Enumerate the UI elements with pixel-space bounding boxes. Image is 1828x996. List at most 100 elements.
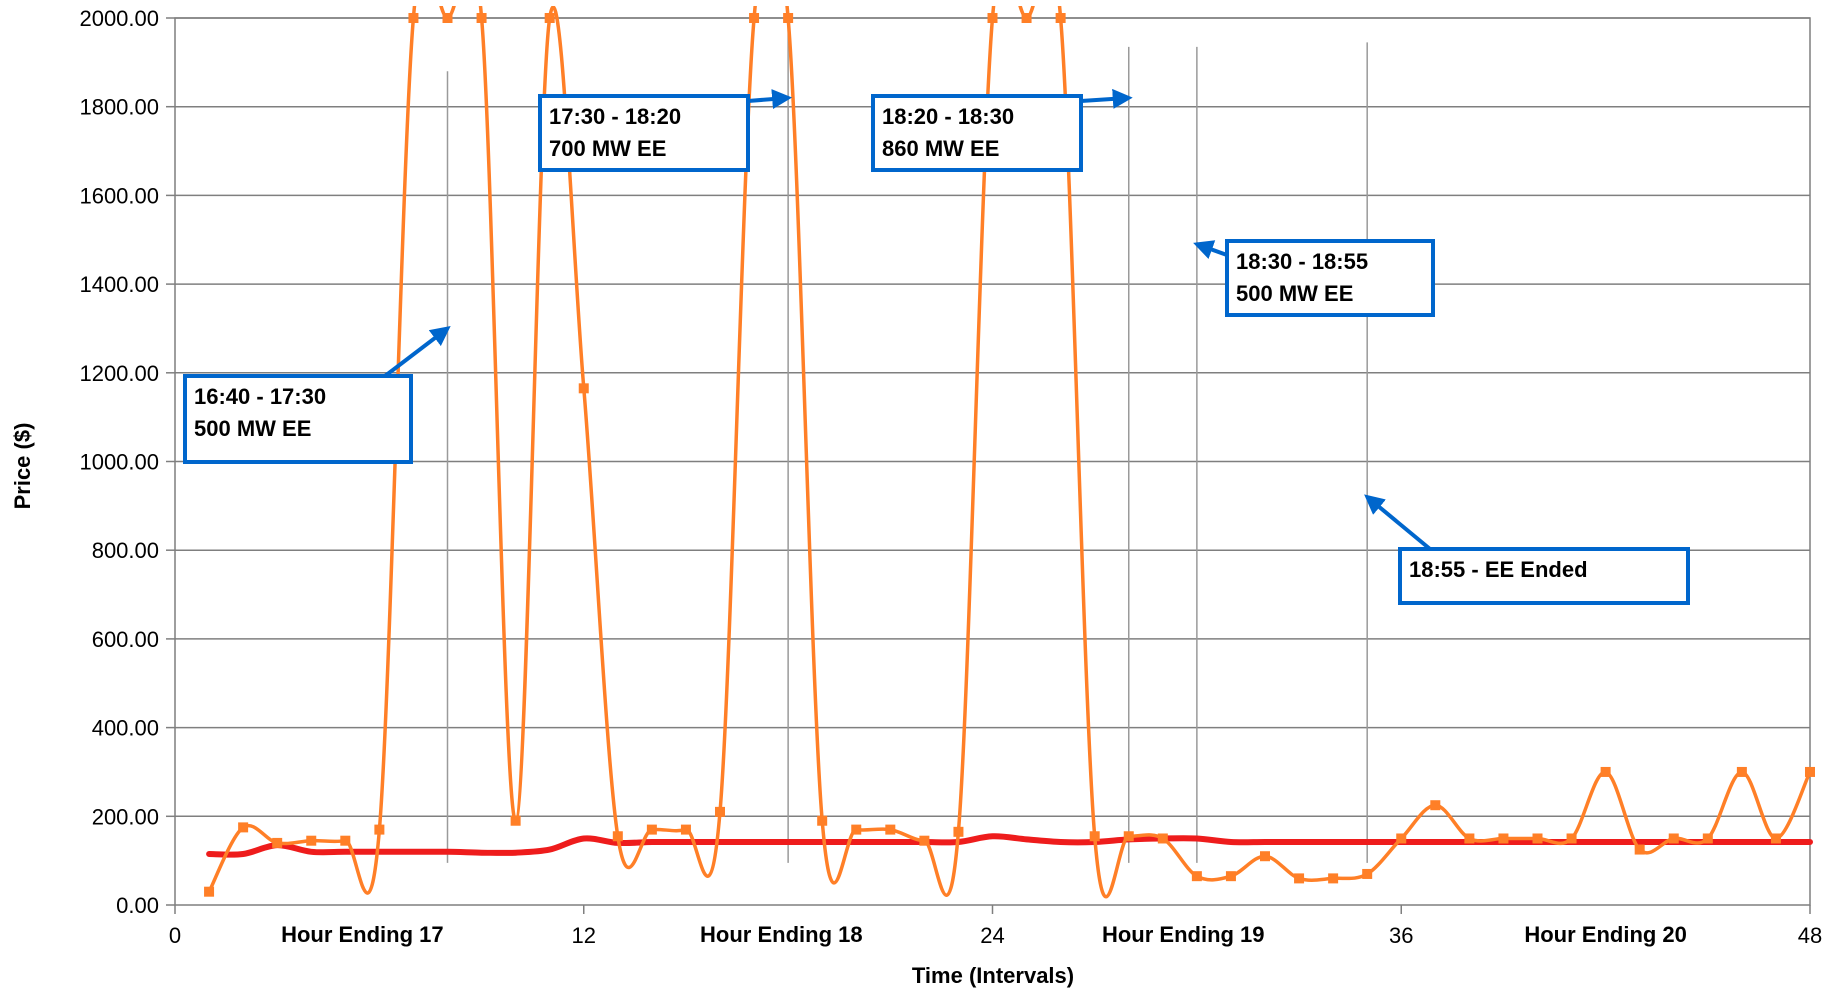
data-point: [1668, 833, 1679, 844]
annotation-text: 700 MW EE: [549, 136, 666, 161]
data-point: [1498, 833, 1509, 844]
data-point: [272, 837, 283, 848]
data-point: [1770, 833, 1781, 844]
data-point: [544, 13, 555, 23]
data-point: [1600, 766, 1611, 777]
y-tick-label: 0.00: [116, 893, 159, 918]
data-point: [1430, 800, 1441, 811]
data-point: [374, 824, 385, 835]
data-point: [885, 824, 896, 835]
y-tick-label: 1000.00: [79, 450, 159, 475]
data-point: [1157, 833, 1168, 844]
data-point: [1362, 868, 1373, 879]
data-point: [476, 13, 487, 23]
y-tick-label: 1800.00: [79, 95, 159, 120]
data-point: [408, 13, 419, 23]
data-point: [442, 13, 453, 23]
data-point: [817, 815, 828, 826]
data-point: [238, 822, 249, 833]
data-point: [1021, 13, 1032, 23]
data-point: [1396, 833, 1407, 844]
data-point: [1260, 851, 1270, 862]
annotation-callout: 16:40 - 17:30 500 MW EE: [183, 326, 451, 464]
x-axis-title: Time (Intervals): [912, 963, 1074, 988]
hour-ending-label: Hour Ending 20: [1524, 922, 1687, 947]
series-group: [204, 6, 1815, 899]
annotation-box: [1398, 547, 1690, 605]
data-point: [646, 824, 657, 835]
annotation-arrow: [383, 326, 451, 378]
data-point: [749, 13, 760, 23]
data-point: [1736, 766, 1747, 777]
data-point: [1055, 13, 1066, 23]
data-point: [340, 835, 351, 846]
data-point: [306, 835, 317, 846]
data-point: [987, 13, 998, 23]
hour-ending-label: Hour Ending 19: [1102, 922, 1265, 947]
data-point: [1532, 833, 1543, 844]
data-point: [919, 835, 930, 846]
hour-ending-label: Hour Ending 17: [281, 922, 444, 947]
annotation-text: 17:30 - 18:20: [549, 104, 681, 129]
data-point: [1294, 873, 1305, 884]
data-point: [715, 806, 725, 817]
y-tick-label: 800.00: [92, 538, 159, 563]
hour-ending-label: Hour Ending 18: [700, 922, 863, 947]
data-point: [578, 383, 589, 394]
annotation-arrow: [747, 89, 793, 110]
x-tick-label: 24: [980, 923, 1004, 948]
data-point: [510, 815, 521, 826]
annotation-callout: 17:30 - 18:20 700 MW EE: [538, 89, 793, 172]
series-1: [204, 6, 1815, 899]
data-point: [1123, 831, 1134, 842]
annotation-text: 500 MW EE: [1236, 281, 1353, 306]
data-point: [851, 824, 862, 835]
y-tick-label: 400.00: [92, 716, 159, 741]
annotations: 16:40 - 17:30 500 MW EE 17:30 - 18:20 700 M…: [183, 88, 1690, 605]
data-point: [1634, 844, 1645, 855]
event-lines: [446, 18, 1368, 863]
y-tick-label: 200.00: [92, 804, 159, 829]
annotation-box: [871, 94, 1083, 172]
x-tick-label: 0: [169, 923, 181, 948]
data-point: [204, 886, 215, 897]
y-tick-label: 1600.00: [79, 183, 159, 208]
annotation-box: [183, 374, 413, 464]
data-point: [1328, 873, 1339, 884]
y-tick-label: 1200.00: [79, 361, 159, 386]
series-1-line: [207, 6, 1812, 899]
y-tick-label: 2000.00: [79, 6, 159, 31]
annotation-text: 18:55 - EE Ended: [1409, 557, 1588, 582]
y-axis-title: Price ($): [10, 423, 35, 510]
annotation-text: 500 MW EE: [194, 416, 311, 441]
x-tick-label: 48: [1798, 923, 1822, 948]
annotation-text: 860 MW EE: [882, 136, 999, 161]
data-point: [1225, 871, 1236, 882]
data-point: [1805, 766, 1815, 777]
annotation-arrow: [1080, 88, 1133, 109]
data-point: [783, 13, 794, 23]
annotation-text: 18:30 - 18:55: [1236, 249, 1368, 274]
annotation-arrow: [1364, 494, 1432, 551]
axes: 0.00 200.00 400.00 600.00 800.00 1000.00 1200.…: [79, 6, 1822, 948]
annotation-box: [1225, 239, 1435, 317]
data-point: [1566, 833, 1577, 844]
data-point: [612, 831, 623, 842]
data-point: [1702, 833, 1713, 844]
annotation-callout: 18:20 - 18:30 860 MW EE: [871, 88, 1133, 172]
annotation-callout: 18:30 - 18:55 500 MW EE: [1193, 239, 1435, 317]
y-tick-label: 1400.00: [79, 272, 159, 297]
y-tick-label: 600.00: [92, 627, 159, 652]
annotation-text: 18:20 - 18:30: [882, 104, 1014, 129]
annotation-text: 16:40 - 17:30: [194, 384, 326, 409]
data-point: [1191, 871, 1202, 882]
annotation-box: [538, 94, 750, 172]
data-point: [680, 824, 691, 835]
x-tick-label: 36: [1389, 923, 1413, 948]
data-point: [1464, 833, 1475, 844]
data-point: [1089, 831, 1100, 842]
data-point: [953, 826, 964, 837]
annotation-callout: 18:55 - EE Ended: [1364, 494, 1690, 605]
